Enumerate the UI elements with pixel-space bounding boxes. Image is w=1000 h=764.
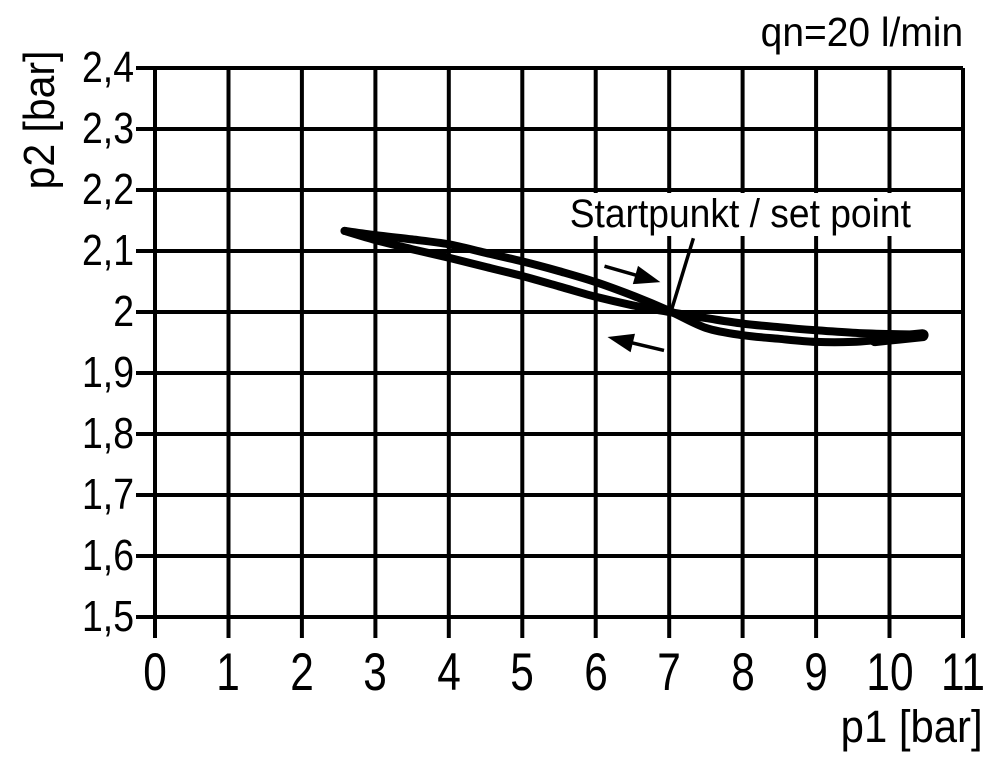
y-tick-label: 2,2 <box>82 165 134 214</box>
y-tick-label: 2,4 <box>82 43 134 92</box>
x-tick-label: 0 <box>143 643 167 702</box>
x-tick-label: 1 <box>216 643 240 702</box>
return-direction-arrow-head <box>607 333 635 353</box>
x-tick-label: 6 <box>584 643 608 702</box>
x-tick-label: 5 <box>510 643 534 702</box>
x-axis-title: p1 [bar] <box>841 701 983 752</box>
set-point-label: Startpunkt / set point <box>566 193 915 236</box>
y-tick-label: 1,5 <box>82 592 134 641</box>
x-tick-label: 7 <box>657 643 681 702</box>
set-point-leader-line <box>669 237 696 311</box>
flow-rate-annotation: qn=20 l/min <box>760 9 963 55</box>
y-tick-label: 1,6 <box>82 531 134 580</box>
y-tick-label: 2,3 <box>82 104 134 153</box>
y-tick-label: 1,9 <box>82 348 134 397</box>
x-tick-label: 4 <box>437 643 461 702</box>
x-tick-label: 8 <box>731 643 755 702</box>
forward-direction-arrow-head <box>632 265 661 285</box>
y-tick-label: 2 <box>113 287 134 336</box>
y-tick-label: 2,1 <box>82 226 134 275</box>
x-tick-label: 11 <box>940 643 986 702</box>
y-tick-label: 1,7 <box>82 470 134 519</box>
hysteresis-curve-return <box>340 226 927 339</box>
x-tick-label: 2 <box>290 643 314 702</box>
hysteresis-curve-forward <box>340 226 927 347</box>
return-direction-arrow-shaft <box>628 340 665 353</box>
x-tick-label: 10 <box>866 643 914 702</box>
x-tick-label: 3 <box>363 643 387 702</box>
y-tick-label: 1,8 <box>82 409 134 458</box>
forward-direction-arrow-shaft <box>604 264 640 278</box>
x-tick-label: 9 <box>804 643 828 702</box>
